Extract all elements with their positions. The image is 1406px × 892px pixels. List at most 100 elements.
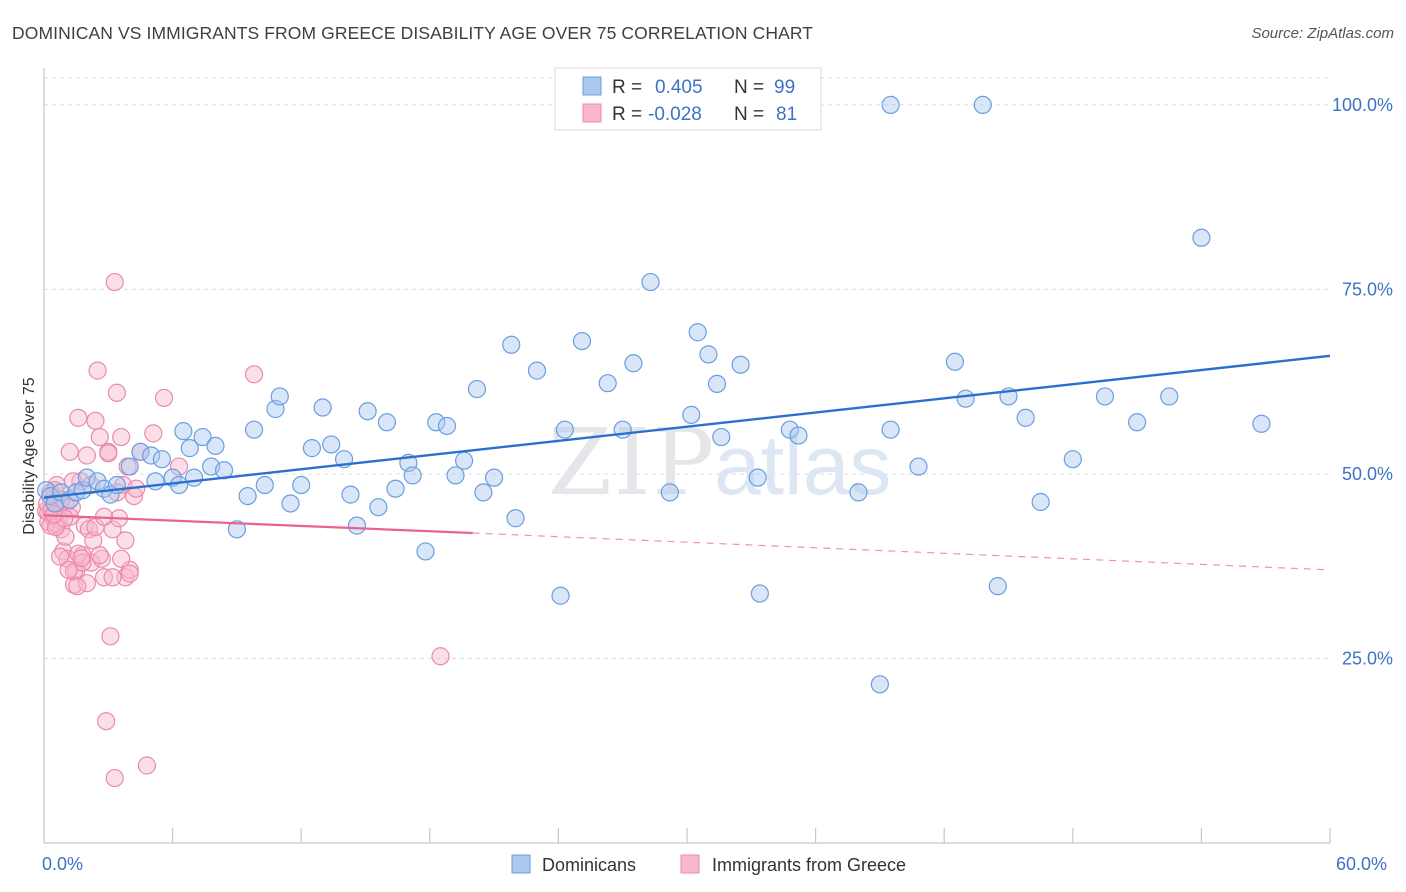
- pink-point-64: [103, 568, 122, 587]
- blue-point-36: [322, 435, 341, 454]
- pink-series-points: [37, 272, 450, 788]
- blue-point-72: [750, 584, 769, 603]
- pink-point-68: [120, 564, 139, 583]
- pink-point-32: [105, 768, 124, 788]
- legend-swatch-dominicans: [511, 854, 531, 874]
- blue-point-22: [193, 427, 212, 447]
- blue-point-67: [699, 345, 718, 364]
- pink-point-19: [77, 446, 96, 465]
- pink-point-46: [244, 365, 264, 384]
- y-axis-label: Disability Age Over 75: [21, 377, 38, 535]
- blue-point-34: [302, 439, 322, 458]
- blue-point-87: [1127, 413, 1147, 432]
- stats-blue-n-value: 99: [774, 77, 795, 98]
- blue-point-32: [281, 494, 300, 513]
- blue-point-71: [748, 468, 767, 487]
- blue-point-33: [292, 475, 311, 495]
- blue-point-31: [270, 387, 289, 406]
- pink-point-67: [116, 531, 135, 550]
- pink-point-66: [112, 549, 131, 568]
- stats-blue-swatch: [582, 76, 602, 96]
- blue-point-62: [624, 354, 643, 373]
- pink-point-28: [97, 712, 116, 731]
- pink-point-42: [137, 756, 156, 775]
- grid-lines: [44, 77, 1330, 659]
- blue-point-63: [641, 272, 660, 292]
- blue-point-58: [555, 420, 574, 439]
- blue-point-78: [909, 457, 928, 476]
- blue-point-77: [870, 675, 890, 694]
- stats-pink-n-label: N =: [734, 104, 764, 125]
- chart-title: DOMINICAN VS IMMIGRANTS FROM GREECE DISA…: [12, 23, 814, 43]
- stats-pink-n-value: 81: [776, 104, 797, 125]
- blue-point-27: [238, 486, 257, 506]
- stats-blue-r-label: R =: [612, 77, 642, 98]
- blue-point-49: [446, 466, 465, 485]
- pink-point-75: [59, 560, 78, 580]
- blue-point-64: [660, 483, 679, 502]
- pink-trend-line: [43, 514, 473, 535]
- blue-series-points: [37, 95, 1271, 694]
- blue-point-13: [131, 442, 150, 461]
- blue-point-2: [45, 494, 64, 513]
- pink-point-47: [431, 647, 450, 666]
- blue-point-51: [467, 379, 487, 399]
- pink-point-79: [105, 272, 124, 292]
- y-tick-label-50: 50.0%: [1342, 464, 1393, 484]
- pink-point-61: [90, 546, 109, 565]
- blue-point-19: [174, 422, 193, 441]
- legend: Dominicans Immigrants from Greece: [511, 854, 906, 875]
- blue-point-39: [347, 516, 367, 535]
- blue-point-54: [502, 335, 521, 354]
- x-ticks: [172, 828, 1331, 843]
- blue-point-84: [1031, 492, 1050, 512]
- blue-point-79: [945, 352, 965, 371]
- stats-pink-r-label: R =: [612, 104, 642, 125]
- pink-point-45: [169, 457, 189, 476]
- pink-point-30: [101, 627, 120, 646]
- pink-point-73: [50, 547, 70, 566]
- watermark: ZIP atlas: [548, 409, 891, 516]
- blue-point-53: [485, 468, 504, 487]
- blue-point-35: [313, 398, 332, 417]
- blue-point-56: [527, 361, 547, 380]
- blue-point-55: [506, 509, 525, 528]
- blue-point-42: [377, 413, 397, 432]
- blue-point-59: [572, 331, 592, 351]
- pink-point-15: [69, 408, 88, 427]
- stats-pink-r-value: -0.028: [648, 104, 702, 125]
- watermark-zip: ZIP: [548, 409, 716, 516]
- blue-point-57: [551, 586, 570, 605]
- blue-point-88: [1160, 387, 1179, 406]
- blue-point-20: [180, 439, 199, 458]
- blue-point-21: [184, 468, 204, 487]
- legend-label-greece: Immigrants from Greece: [712, 855, 906, 875]
- blue-point-81: [988, 577, 1007, 596]
- blue-point-15: [146, 472, 165, 491]
- pink-point-78: [72, 548, 91, 568]
- blue-point-43: [386, 479, 405, 498]
- stats-blue-n-label: N =: [734, 77, 764, 98]
- pink-point-77: [68, 577, 87, 596]
- blue-point-14: [142, 446, 161, 465]
- blue-point-28: [244, 420, 264, 439]
- blue-point-92: [973, 95, 992, 115]
- blue-point-29: [255, 475, 274, 495]
- blue-point-46: [416, 542, 435, 561]
- pink-point-23: [86, 411, 105, 430]
- pink-point-24: [88, 361, 107, 380]
- x-tick-label-max: 60.0%: [1336, 854, 1387, 874]
- y-tick-label-75: 75.0%: [1342, 279, 1393, 299]
- pink-point-43: [144, 424, 163, 443]
- trend-lines: [43, 354, 1331, 571]
- legend-swatch-greece: [680, 854, 700, 874]
- blue-point-12: [120, 457, 139, 476]
- blue-point-80: [956, 389, 975, 408]
- y-tick-label-100: 100.0%: [1332, 95, 1393, 115]
- blue-point-74: [789, 426, 808, 445]
- pink-point-11: [60, 442, 79, 461]
- blue-point-52: [474, 483, 493, 502]
- pink-point-74: [55, 509, 74, 528]
- blue-point-16: [152, 450, 171, 469]
- blue-point-24: [206, 436, 225, 456]
